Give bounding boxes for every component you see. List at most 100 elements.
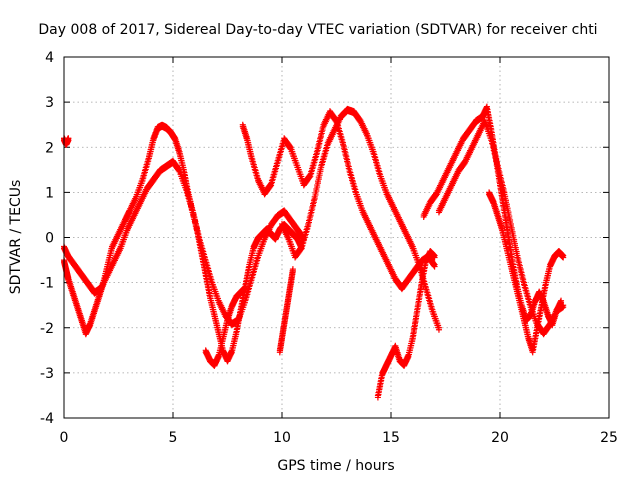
data-point: [312, 191, 319, 198]
data-point: [319, 158, 326, 165]
data-point: [183, 189, 190, 196]
y-tick-label: -3: [40, 366, 54, 382]
data-point: [314, 184, 321, 191]
data-point: [307, 173, 314, 180]
plot-frame: [63, 56, 610, 419]
data-point: [431, 263, 438, 270]
data-point: [311, 195, 318, 202]
data-point: [247, 279, 254, 286]
data-point: [273, 162, 280, 169]
data-point: [498, 177, 505, 184]
data-point: [519, 274, 526, 281]
data-point: [560, 254, 567, 261]
data-point: [489, 140, 496, 147]
data-point: [142, 166, 149, 173]
data-point: [202, 259, 209, 266]
data-point: [246, 282, 253, 289]
data-point: [490, 147, 497, 154]
data-point: [310, 199, 317, 206]
data-point: [416, 263, 423, 270]
data-point: [271, 171, 278, 178]
data-point: [500, 187, 507, 194]
series-trace-c: [239, 108, 438, 293]
data-point: [308, 170, 315, 177]
data-point: [187, 203, 194, 210]
data-point: [373, 162, 380, 169]
data-point: [267, 183, 274, 190]
data-point: [425, 294, 432, 301]
data-point: [489, 143, 496, 150]
data-point: [426, 300, 433, 307]
data-point: [374, 164, 381, 171]
data-point: [310, 202, 317, 209]
data-point: [315, 176, 322, 183]
y-tick-label: 2: [45, 140, 54, 156]
data-point: [338, 136, 345, 143]
data-point: [195, 233, 202, 240]
data-point: [520, 278, 527, 285]
series-trace-i: [61, 135, 72, 148]
data-point: [303, 228, 310, 235]
data-point: [323, 144, 330, 151]
data-point: [308, 209, 315, 216]
data-point: [301, 237, 308, 244]
data-point: [524, 292, 531, 299]
data-point: [198, 244, 205, 251]
data-point: [339, 138, 346, 145]
data-point: [250, 163, 257, 170]
data-point: [248, 155, 255, 162]
data-point: [305, 219, 312, 226]
data-point: [305, 222, 312, 229]
data-point: [428, 305, 435, 312]
data-point: [318, 164, 325, 171]
data-point: [311, 159, 318, 166]
data-point: [430, 262, 437, 269]
series-trace-h: [486, 189, 567, 356]
data-point: [273, 165, 280, 172]
data-point: [192, 219, 199, 226]
data-point: [516, 261, 523, 268]
data-point: [308, 167, 315, 174]
data-point: [299, 242, 306, 249]
data-point: [251, 265, 258, 272]
data-point: [316, 140, 323, 147]
data-point: [371, 153, 378, 160]
data-point: [187, 200, 194, 207]
data-point: [249, 274, 256, 281]
data-point: [185, 195, 192, 202]
data-point: [201, 256, 208, 263]
data-point: [279, 142, 286, 149]
x-tick-label: 20: [491, 430, 509, 446]
data-point: [269, 176, 276, 183]
data-point: [244, 291, 251, 298]
data-point: [204, 264, 211, 271]
y-tick-label: 3: [45, 95, 54, 111]
data-point: [65, 137, 72, 144]
data-point: [306, 216, 313, 223]
data-point: [253, 172, 260, 179]
data-point: [297, 246, 304, 253]
data-point: [497, 174, 504, 181]
data-point: [250, 268, 257, 275]
data-point: [241, 299, 248, 306]
data-point: [347, 171, 354, 178]
data-point: [314, 147, 321, 154]
data-point: [370, 150, 377, 157]
data-point: [254, 257, 261, 264]
data-point: [268, 179, 275, 186]
data-point: [190, 212, 197, 219]
data-point: [200, 250, 207, 257]
data-point: [431, 254, 438, 261]
series-trace-e: [374, 248, 438, 401]
data-point: [375, 167, 382, 174]
data-point: [526, 301, 533, 308]
data-point: [523, 290, 530, 297]
data-point: [340, 141, 347, 148]
x-tick-label: 25: [600, 430, 618, 446]
data-point: [141, 172, 148, 179]
data-point: [250, 271, 257, 278]
data-point: [141, 169, 148, 176]
data-point: [251, 166, 258, 173]
data-point: [349, 180, 356, 187]
data-point: [313, 150, 320, 157]
